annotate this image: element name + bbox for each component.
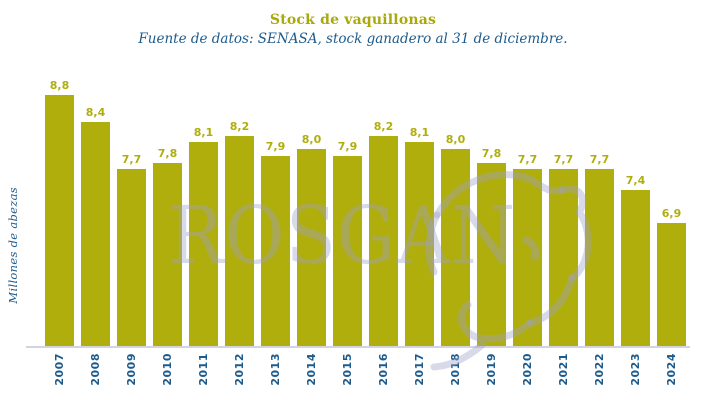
bar-rect xyxy=(477,163,506,347)
bar-value-label: 8,1 xyxy=(409,126,430,139)
bar-rect xyxy=(621,190,650,347)
chart-header: Stock de vaquillonas Fuente de datos: SE… xyxy=(0,12,706,47)
bar-value-label: 7,8 xyxy=(481,147,502,160)
bar-value-label: 8,0 xyxy=(445,133,466,146)
bar-value-label: 7,4 xyxy=(625,174,646,187)
bar-value-label: 8,2 xyxy=(373,120,394,133)
bar-value-label: 8,1 xyxy=(193,126,214,139)
bar: 7,7 xyxy=(117,153,146,347)
bar-rect xyxy=(81,122,110,347)
bar-rect xyxy=(441,149,470,347)
bar: 7,7 xyxy=(549,153,578,347)
bar-rect xyxy=(657,223,686,347)
bar-rect xyxy=(297,149,326,347)
bar-value-label: 7,9 xyxy=(337,140,358,153)
bar-rect xyxy=(333,156,362,347)
bar: 8,4 xyxy=(81,106,110,347)
x-tick-label: 2009 xyxy=(125,353,138,386)
bar: 8,0 xyxy=(441,133,470,347)
bar-rect xyxy=(369,136,398,347)
bar: 8,2 xyxy=(225,120,254,347)
x-axis-labels: 2007 2008 2009 2010 2011 2012 2013 2014 2015 2016… xyxy=(45,353,686,399)
bar: 8,8 xyxy=(45,79,74,347)
x-tick-label: 2007 xyxy=(53,353,66,386)
bar-rect xyxy=(261,156,290,347)
bar: 7,7 xyxy=(585,153,614,347)
bar-rect xyxy=(405,142,434,347)
bar-value-label: 7,9 xyxy=(265,140,286,153)
bar-rect xyxy=(45,95,74,347)
bar-rect xyxy=(549,169,578,347)
x-tick-label: 2017 xyxy=(413,353,426,386)
bar-value-label: 7,8 xyxy=(157,147,178,160)
y-axis-label: Millones de abezas xyxy=(6,186,20,304)
bar: 8,1 xyxy=(405,126,434,347)
bar: 7,7 xyxy=(513,153,542,347)
x-axis-line xyxy=(26,346,690,348)
chart-subtitle: Fuente de datos: SENASA, stock ganadero … xyxy=(138,31,568,47)
bar-rect xyxy=(117,169,146,347)
bar-rect xyxy=(585,169,614,347)
bar: 8,1 xyxy=(189,126,218,347)
bar-rect xyxy=(189,142,218,347)
bar-rect xyxy=(513,169,542,347)
bar: 8,2 xyxy=(369,120,398,347)
bar-value-label: 7,7 xyxy=(553,153,574,166)
bar-rect xyxy=(225,136,254,347)
bar: 7,9 xyxy=(261,140,290,347)
bar-value-label: 8,4 xyxy=(85,106,106,119)
bar: 7,9 xyxy=(333,140,362,347)
bar-series: 8,8 8,4 7,7 7,8 8,1 8,2 7,9 8,0 7,9 8,2 8,1 8,0 7,8 7… xyxy=(45,79,686,347)
x-tick-label: 2014 xyxy=(305,353,318,386)
bar: 8,0 xyxy=(297,133,326,347)
x-tick-label: 2008 xyxy=(89,353,102,386)
x-tick-label: 2010 xyxy=(161,353,174,386)
bar: 7,4 xyxy=(621,174,650,347)
bar-value-label: 7,7 xyxy=(121,153,142,166)
x-tick-label: 2011 xyxy=(197,353,210,386)
x-tick-label: 2022 xyxy=(593,353,606,386)
bar-value-label: 7,7 xyxy=(517,153,538,166)
bar-value-label: 6,9 xyxy=(661,207,682,220)
x-tick-label: 2019 xyxy=(485,353,498,386)
bar: 7,8 xyxy=(477,147,506,347)
bar-value-label: 8,0 xyxy=(301,133,322,146)
x-tick-label: 2018 xyxy=(449,353,462,386)
x-tick-label: 2024 xyxy=(665,353,678,386)
bar-value-label: 8,2 xyxy=(229,120,250,133)
bar: 7,8 xyxy=(153,147,182,347)
x-tick-label: 2016 xyxy=(377,353,390,386)
x-tick-label: 2013 xyxy=(269,353,282,386)
x-tick-label: 2015 xyxy=(341,353,354,386)
bar: 6,9 xyxy=(657,207,686,347)
bar-value-label: 7,7 xyxy=(589,153,610,166)
bar-value-label: 8,8 xyxy=(49,79,70,92)
chart-title: Stock de vaquillonas xyxy=(269,12,437,28)
x-tick-label: 2012 xyxy=(233,353,246,386)
x-tick-label: 2021 xyxy=(557,353,570,386)
x-tick-label: 2020 xyxy=(521,353,534,386)
x-tick-label: 2023 xyxy=(629,353,642,386)
bar-rect xyxy=(153,163,182,347)
